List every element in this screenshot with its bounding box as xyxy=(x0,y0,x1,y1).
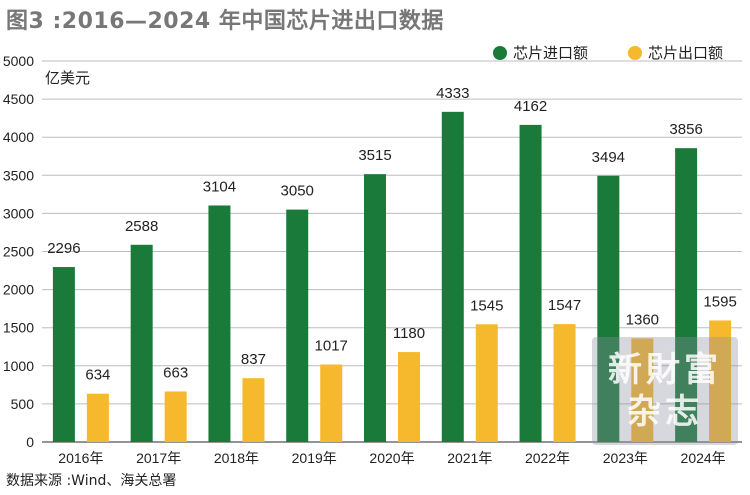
export-value-label: 1180 xyxy=(393,325,425,342)
x-tick-label: 2024年 xyxy=(681,450,726,466)
import-value-label: 3104 xyxy=(203,178,236,195)
import-bar xyxy=(675,148,698,443)
export-value-label: 1595 xyxy=(703,293,736,310)
y-tick-label: 1000 xyxy=(3,358,34,374)
y-tick-label: 1500 xyxy=(3,320,34,336)
y-tick-label: 4500 xyxy=(3,91,34,107)
import-value-label: 4162 xyxy=(514,98,547,115)
watermark-line1: 新財富 xyxy=(608,350,722,390)
export-bar xyxy=(398,352,420,442)
y-tick-label: 5000 xyxy=(3,53,34,69)
import-value-label: 3050 xyxy=(281,183,314,200)
import-bar xyxy=(52,267,75,442)
export-bar xyxy=(242,378,265,442)
legend-export-swatch xyxy=(628,45,642,60)
y-tick-label: 2500 xyxy=(3,244,34,260)
import-bar xyxy=(364,174,386,443)
import-value-label: 3494 xyxy=(592,149,625,166)
import-bar xyxy=(130,244,153,442)
y-tick-label: 500 xyxy=(11,396,35,412)
import-value-label: 2588 xyxy=(125,218,158,235)
export-bar xyxy=(164,391,187,442)
legend-import-swatch xyxy=(493,45,507,60)
import-bar xyxy=(519,124,542,443)
y-tick-label: 0 xyxy=(26,434,34,450)
legend-export: 芯片出口额 xyxy=(628,42,723,63)
x-tick-label: 2023年 xyxy=(603,450,648,466)
x-tick-label: 2016年 xyxy=(58,450,103,466)
y-tick-label: 2000 xyxy=(3,282,34,298)
export-bar xyxy=(475,324,498,442)
legend-export-label: 芯片出口额 xyxy=(648,44,724,62)
import-value-label: 2296 xyxy=(47,240,80,257)
export-bar xyxy=(320,364,343,442)
export-value-label: 1360 xyxy=(626,311,659,328)
import-value-label: 4333 xyxy=(436,85,469,102)
watermark-logo: 新財富 杂志 xyxy=(592,337,738,445)
x-tick-label: 2020年 xyxy=(369,450,414,466)
import-value-label: 3515 xyxy=(358,147,391,164)
import-bar xyxy=(286,209,309,442)
y-tick-label: 3500 xyxy=(3,167,34,183)
y-axis-unit: 亿美元 xyxy=(45,69,90,87)
chart-title: 图3 :2016—2024 年中国芯片进出口数据 xyxy=(6,9,444,34)
export-value-label: 634 xyxy=(85,367,110,384)
legend-import-label: 芯片进口额 xyxy=(513,44,589,62)
export-bar xyxy=(553,324,576,442)
export-bar xyxy=(709,320,732,442)
x-tick-label: 2021年 xyxy=(447,450,492,466)
export-bar xyxy=(86,393,109,442)
x-tick-label: 2017年 xyxy=(136,450,181,466)
export-value-label: 1017 xyxy=(315,338,348,355)
import-value-label: 3856 xyxy=(669,121,702,138)
export-value-label: 1545 xyxy=(470,297,503,314)
import-bar xyxy=(441,111,464,442)
legend-import: 芯片进口额 xyxy=(493,42,588,63)
import-bar xyxy=(597,175,620,442)
watermark-line2: 杂志 xyxy=(627,392,703,432)
export-value-label: 1547 xyxy=(548,297,581,314)
export-value-label: 663 xyxy=(163,364,188,381)
import-bar xyxy=(208,205,231,442)
export-value-label: 837 xyxy=(241,351,266,368)
y-tick-label: 3000 xyxy=(3,205,34,221)
y-tick-label: 4000 xyxy=(3,129,34,145)
x-tick-label: 2019年 xyxy=(292,450,337,466)
source-note: 数据来源 :Wind、海关总署 xyxy=(6,473,177,489)
export-bar xyxy=(631,338,654,442)
x-tick-label: 2018年 xyxy=(214,450,259,466)
x-tick-label: 2022年 xyxy=(525,450,570,466)
